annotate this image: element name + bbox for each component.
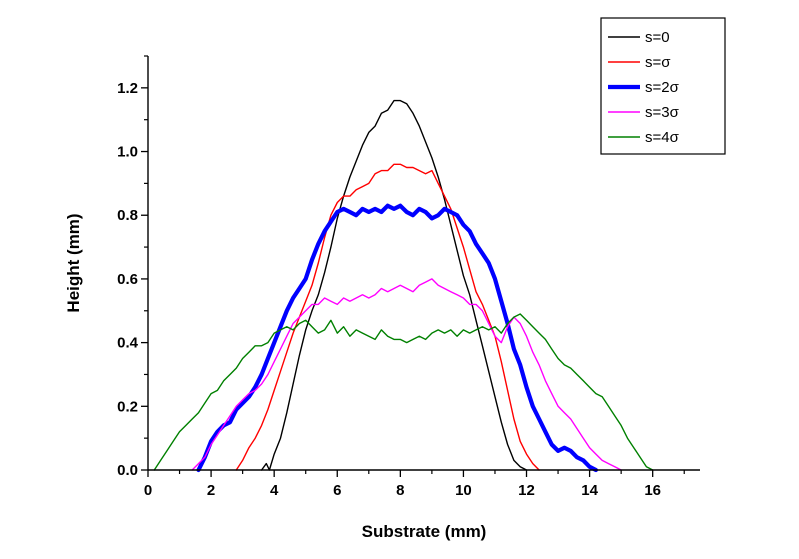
y-tick-label: 0.2 bbox=[117, 398, 138, 415]
series-line-4 bbox=[191, 278, 622, 471]
x-tick-label: 16 bbox=[644, 482, 661, 499]
x-tick-label: 4 bbox=[270, 482, 279, 499]
legend-label-2: s=σ bbox=[645, 54, 671, 71]
y-tick-label: 0.8 bbox=[117, 207, 138, 224]
y-tick-label: 0.6 bbox=[117, 271, 138, 288]
x-tick-label: 6 bbox=[333, 482, 341, 499]
y-tick-label: 1.2 bbox=[117, 80, 138, 97]
y-axis-title: Height (mm) bbox=[64, 213, 83, 312]
legend-label-1: s=0 bbox=[645, 29, 670, 46]
x-tick-label: 14 bbox=[581, 482, 598, 499]
axes-layer: 0 2 4 6 8 10 12 14 16 0.0 0.2 0.4 0.6 0.8 1.0 1.2 bbox=[117, 55, 700, 499]
x-axis-title: Substrate (mm) bbox=[362, 522, 487, 541]
y-tick-label: 1.0 bbox=[117, 144, 138, 161]
x-tick-label: 12 bbox=[518, 482, 535, 499]
x-tick-label: 0 bbox=[144, 482, 152, 499]
series-layer bbox=[153, 99, 654, 473]
series-line-2 bbox=[235, 163, 540, 471]
legend-label-4: s=3σ bbox=[645, 104, 680, 121]
legend-label-5: s=4σ bbox=[645, 129, 680, 146]
legend-label-3: s=2σ bbox=[645, 79, 680, 96]
series-line-3 bbox=[196, 203, 599, 473]
x-tick-label: 10 bbox=[455, 482, 472, 499]
series-line-5 bbox=[153, 313, 654, 471]
legend: s=0 s=σ s=2σ s=3σ s=4σ bbox=[600, 17, 726, 155]
x-tick-label: 2 bbox=[207, 482, 215, 499]
y-tick-label: 0.4 bbox=[117, 335, 139, 352]
y-tick-label: 0.0 bbox=[117, 462, 138, 479]
series-line-1 bbox=[260, 99, 528, 471]
x-tick-label: 8 bbox=[396, 482, 404, 499]
